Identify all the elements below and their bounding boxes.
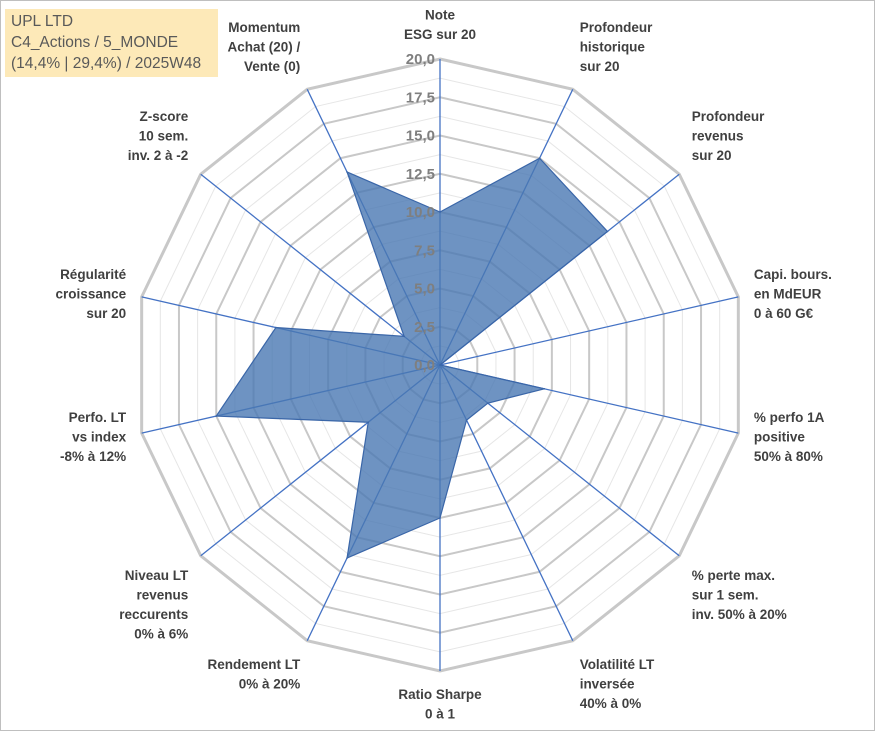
data-point-0 — [439, 211, 441, 213]
axis-label-line: Note — [425, 8, 455, 23]
tick-label: 7,5 — [414, 242, 435, 259]
axis-label-line: historique — [580, 39, 646, 54]
data-point-5 — [487, 402, 489, 404]
axis-label-line: revenus — [137, 587, 189, 602]
tick-label: 20,0 — [406, 51, 435, 68]
axis-label-line: Perfo. LT — [69, 410, 127, 425]
tick-label: 12,5 — [406, 166, 435, 183]
axis-label-line: 0 à 60 G€ — [754, 306, 814, 321]
axis-label-1: Profondeur historique sur 20 — [580, 20, 653, 74]
axis-label-line: Capi. bours. — [754, 267, 832, 282]
axis-label-line: sur 20 — [692, 148, 732, 163]
axis-spoke-3 — [439, 296, 739, 366]
tick-label: 10,0 — [406, 204, 435, 221]
title-line-1: UPL LTD — [11, 13, 74, 30]
axis-label-line: % perfo 1A — [754, 410, 825, 425]
radar-tick-labels: 0,0 2,5 5,0 7,5 10,0 12,5 15,0 17,5 20,0 — [406, 51, 435, 374]
axis-label-line: 0% à 6% — [134, 626, 188, 641]
axis-label-6: Volatilité LT inversée 40% à 0% — [580, 657, 655, 711]
axis-label-line: sur 1 sem. — [692, 587, 759, 602]
axis-label-line: revenus — [692, 129, 744, 144]
axis-label-line: Volatilité LT — [580, 657, 655, 672]
axis-label-line: sur 20 — [580, 59, 620, 74]
title-line-3: (14,4% | 29,4%) / 2025W48 — [11, 55, 202, 72]
axis-label-11: Régularité croissance sur 20 — [56, 267, 127, 321]
axis-label-2: Profondeur revenus sur 20 — [692, 109, 765, 163]
tick-label: 2,5 — [414, 319, 435, 336]
axis-label-line: inv. 50% à 20% — [692, 607, 787, 622]
axis-label-line: croissance — [56, 286, 127, 301]
tick-label: 17,5 — [406, 89, 435, 106]
axis-label-line: 50% à 80% — [754, 449, 823, 464]
data-point-2 — [606, 230, 609, 233]
axis-label-line: Profondeur — [692, 109, 765, 124]
chart-title-box: UPL LTD C4_Actions / 5_MONDE (14,4% | 29… — [5, 9, 218, 77]
axis-label-line: Ratio Sharpe — [398, 687, 482, 702]
axis-label-line: inversée — [580, 677, 635, 692]
axis-label-3: Capi. bours. en MdEUR 0 à 60 G€ — [754, 267, 832, 321]
data-point-8 — [346, 557, 348, 559]
data-point-12 — [403, 335, 405, 338]
axis-spoke-12 — [200, 173, 441, 366]
axis-label-line: Momentum — [228, 20, 300, 35]
data-point-9 — [367, 421, 370, 424]
axis-label-line: vs index — [72, 430, 127, 445]
axis-label-7: Ratio Sharpe 0 à 1 — [398, 687, 482, 722]
axis-label-line: 0% à 20% — [239, 677, 301, 692]
axis-label-line: Régularité — [60, 267, 127, 282]
axis-label-10: Perfo. LT vs index -8% à 12% — [60, 410, 127, 464]
data-point-6 — [465, 419, 468, 421]
axis-label-4: % perfo 1A positive 50% à 80% — [754, 410, 825, 464]
axis-label-13: Momentum Achat (20) / Vente (0) — [228, 20, 301, 74]
axis-label-line: Achat (20) / — [228, 39, 301, 54]
axis-label-line: Z-score — [140, 109, 189, 124]
axis-label-9: Niveau LT revenus reccurents 0% à 6% — [119, 568, 189, 642]
axis-label-line: ESG sur 20 — [404, 27, 476, 42]
axis-label-line: sur 20 — [86, 306, 126, 321]
axis-label-line: reccurents — [119, 607, 188, 622]
axis-label-line: 10 sem. — [139, 129, 189, 144]
axis-label-line: Profondeur — [580, 20, 653, 35]
axis-label-8: Rendement LT 0% à 20% — [208, 657, 302, 692]
data-point-4 — [543, 388, 546, 390]
data-point-11 — [275, 326, 277, 329]
tick-label: 5,0 — [414, 281, 435, 298]
axis-label-line: 40% à 0% — [580, 696, 642, 711]
axis-label-0: Note ESG sur 20 — [404, 8, 476, 43]
data-point-13 — [346, 171, 348, 173]
radar-axis-labels: Note ESG sur 20 Profondeur historique sur 20… — [56, 8, 832, 722]
axis-label-12: Z-score 10 sem. inv. 2 à -2 — [128, 109, 189, 163]
axis-label-line: Rendement LT — [208, 657, 302, 672]
axis-label-line: -8% à 12% — [60, 449, 126, 464]
axis-label-line: Niveau LT — [125, 568, 189, 583]
data-point-10 — [215, 415, 218, 417]
axis-label-line: 0 à 1 — [425, 707, 456, 722]
data-point-3 — [439, 364, 441, 366]
radar-series — [215, 157, 609, 559]
axis-label-line: en MdEUR — [754, 286, 822, 301]
title-line-2: C4_Actions / 5_MONDE — [11, 34, 179, 51]
axis-label-5: % perte max. sur 1 sem. inv. 50% à 20% — [692, 568, 787, 622]
axis-label-line: inv. 2 à -2 — [128, 148, 189, 163]
tick-label: 15,0 — [406, 128, 435, 145]
data-point-1 — [538, 157, 541, 160]
axis-label-line: positive — [754, 430, 806, 445]
data-point-7 — [439, 517, 441, 519]
axis-label-line: Vente (0) — [244, 59, 300, 74]
tick-label: 0,0 — [414, 357, 435, 374]
axis-label-line: % perte max. — [692, 568, 775, 583]
